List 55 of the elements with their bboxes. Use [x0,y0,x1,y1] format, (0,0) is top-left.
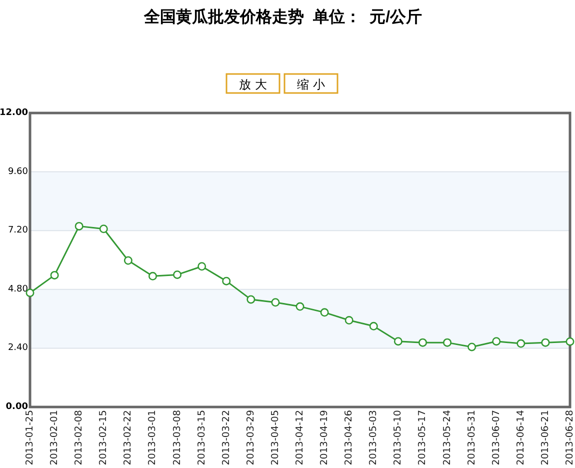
point [566,337,574,346]
x-tick-label: 2013-06-21 [540,410,551,466]
x-tick-label: 2013-06-14 [515,410,526,466]
x-tick-label: 2013-05-24 [442,410,453,466]
point [124,256,132,265]
x-tick-label: 2013-02-22 [122,410,134,466]
x-tick-label: 2013-04-19 [319,410,330,466]
y-tick-label: 12.00 [0,108,28,118]
x-tick-label: 2013-04-12 [294,410,306,466]
point [394,337,402,346]
x-tick-label: 2013-06-28 [564,410,575,466]
x-tick-label: 2013-03-08 [172,410,183,466]
x-tick-label: 2013-05-10 [392,410,404,466]
y-tick-label: 9.60 [8,166,28,177]
x-tick-label: 2013-05-03 [368,410,380,466]
y-tick-label: 2.40 [8,343,28,354]
x-tick-label: 2013-03-15 [196,410,208,466]
x-tick-label: 2013-03-01 [147,410,158,466]
point [468,342,476,352]
point [148,272,157,280]
point [418,338,427,347]
point [516,339,526,348]
point [541,338,550,347]
text: 放 大 [239,78,267,92]
x-tick-label: 2013-06-07 [490,410,502,466]
point [222,276,231,286]
x-tick-label: 2013-05-31 [466,410,478,466]
x-tick-label: 2013-03-22 [220,410,232,466]
x-tick-label: 2013-05-17 [417,410,428,466]
y-tick-label: 7.20 [8,226,28,236]
point [443,338,452,347]
point [50,270,59,280]
point [296,302,304,311]
point [74,222,84,230]
point [99,224,108,234]
point [369,322,378,330]
chart-title: 全国黄瓜批发价格走势 单位： 元/公斤 [142,8,422,26]
point [246,295,256,304]
point [173,270,182,279]
point [492,337,501,346]
x-tick-label: 2013-02-08 [74,410,85,466]
x-tick-label: 2013-03-29 [245,410,256,466]
point [26,288,34,298]
x-tick-label: 2013-02-01 [49,410,60,466]
y-tick-label: 0.00 [6,402,28,412]
y-tick-label: 4.80 [8,284,28,294]
text: 缩 小 [297,78,325,92]
x-tick-label: 2013-04-05 [270,410,281,466]
point [271,298,280,307]
point [198,262,206,271]
x-tick-label: 2013-04-26 [344,410,355,466]
point [344,316,354,325]
point [320,308,329,317]
x-tick-label: 2013-01-25 [24,410,36,466]
x-tick-label: 2013-02-15 [98,410,110,466]
